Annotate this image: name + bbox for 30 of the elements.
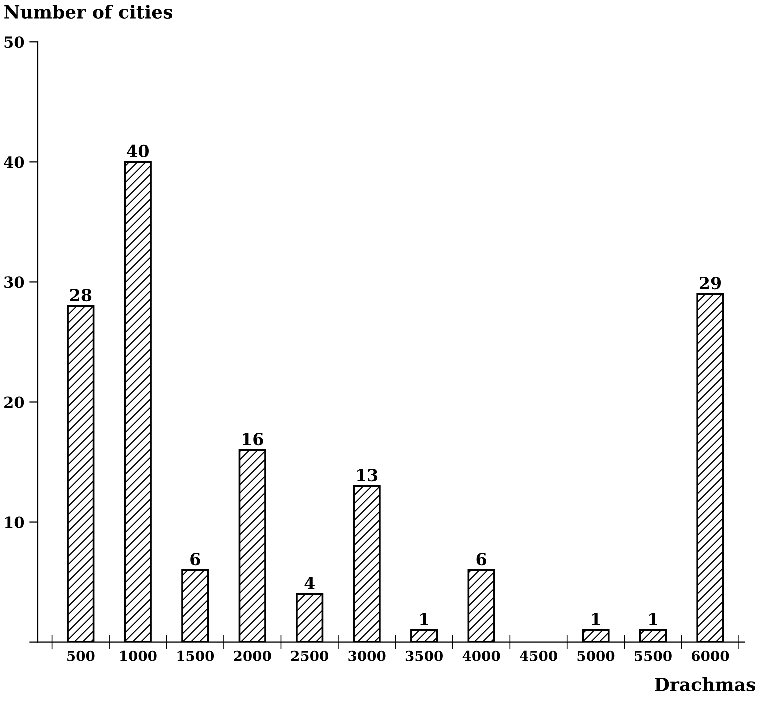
x-tick-label: 2500 xyxy=(291,650,329,662)
x-tick-label: 3000 xyxy=(348,650,386,662)
y-tick-label: 10 xyxy=(5,516,24,528)
x-tick-label: 1000 xyxy=(120,650,157,662)
x-tick-label: 3500 xyxy=(406,650,443,662)
y-axis-title: Number of cities xyxy=(4,4,173,19)
x-tick-label: 4500 xyxy=(520,650,558,662)
data-label: 6 xyxy=(190,553,200,566)
x-tick-label: 500 xyxy=(68,650,95,662)
y-tick-label: 20 xyxy=(4,396,24,408)
data-label: 4 xyxy=(304,577,315,590)
data-label: 16 xyxy=(243,433,264,446)
y-tick-label: 40 xyxy=(4,156,24,168)
data-label: 1 xyxy=(420,613,428,626)
x-axis-title: Drachmas xyxy=(655,678,756,692)
x-tick-label: 5000 xyxy=(578,650,615,662)
data-label: 1 xyxy=(649,613,658,626)
y-tick-label: 30 xyxy=(4,276,24,288)
x-tick-label: 5500 xyxy=(635,650,672,662)
data-label: 28 xyxy=(70,288,92,302)
x-tick-label: 1500 xyxy=(178,650,214,662)
x-tick-label: 6000 xyxy=(692,650,730,662)
data-label: 6 xyxy=(476,553,486,566)
y-tick-label: 50 xyxy=(4,36,24,48)
data-label: 29 xyxy=(700,276,722,290)
data-label: 1 xyxy=(592,613,600,626)
x-tick-label: 2000 xyxy=(234,650,272,662)
x-tick-label: 4000 xyxy=(462,650,500,662)
data-label: 40 xyxy=(127,144,149,158)
data-label: 13 xyxy=(358,469,378,482)
